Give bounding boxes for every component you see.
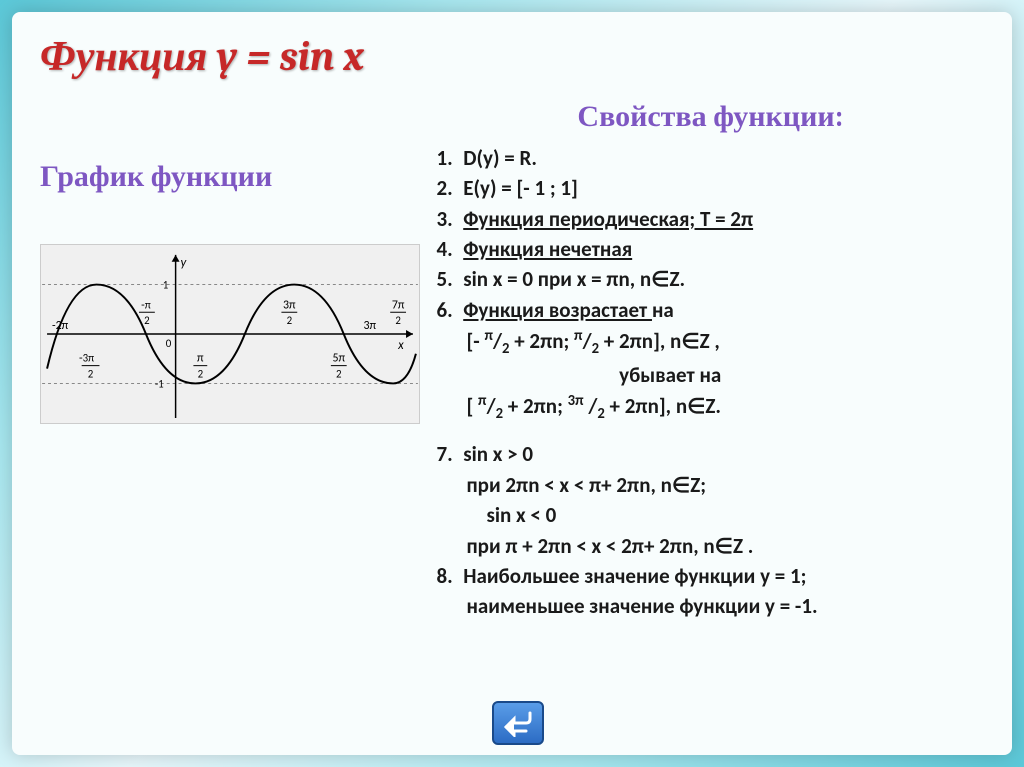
prop-8b: наименьшее значение функции y = -1. [436, 592, 984, 620]
spacer [436, 426, 984, 438]
prop-7c: при π + 2πn < x < 2π+ 2πn, n∈Z . [436, 532, 984, 560]
prop-6b: [ π/2 + 2πn; 3π /2 + 2πn], n∈Z. [436, 391, 984, 424]
svg-text:2: 2 [198, 368, 204, 381]
left-column: График функции y x 0 1 -1 -2π -3π 2 -π [40, 99, 436, 623]
prop-3: 3. Функция периодическая; Т = 2π [436, 205, 984, 233]
prop-6a: [- π/2 + 2πn; π/2 + 2πn], n∈Z , [436, 326, 984, 359]
prop-4: 4. Функция нечетная [436, 235, 984, 263]
prop-6: 6. Функция возрастает на [436, 296, 984, 324]
svg-text:π: π [197, 352, 204, 366]
svg-text:x: x [397, 338, 404, 353]
back-button[interactable] [492, 701, 544, 745]
svg-text:2: 2 [336, 368, 342, 381]
prop-7a: при 2πn < x < π+ 2πn, n∈Z; [436, 471, 984, 499]
prop-7b: sin x < 0 [436, 501, 984, 529]
svg-text:2: 2 [144, 314, 150, 327]
prop-5: 5. sin x = 0 при x = πn, n∈Z. [436, 265, 984, 293]
prop-8a: 8. Наибольшее значение функции y = 1; [436, 562, 984, 590]
svg-text:3π: 3π [283, 298, 296, 312]
prop-6-dec: убывает на [436, 361, 984, 389]
svg-text:-π: -π [141, 298, 151, 312]
svg-text:7π: 7π [392, 298, 405, 312]
prop-7: 7. sin x > 0 [436, 440, 984, 468]
svg-text:0: 0 [166, 337, 172, 350]
slide-container: Функция y = sin x График функции y x 0 1… [12, 12, 1012, 755]
prop-2: 2. E(y) = [- 1 ; 1] [436, 174, 984, 202]
return-arrow-icon [502, 709, 534, 737]
right-column: Свойства функции: 1. D(y) = R. 2. E(y) =… [436, 99, 984, 623]
svg-text:2: 2 [395, 314, 401, 327]
properties-heading: Свойства функции: [436, 99, 984, 134]
graph-heading: График функции [40, 159, 426, 194]
slide-title: Функция y = sin x [40, 32, 984, 81]
svg-text:5π: 5π [332, 352, 345, 366]
sine-chart: y x 0 1 -1 -2π -3π 2 -π 2 π 2 3π 2 5π [40, 244, 420, 424]
svg-text:-3π: -3π [79, 352, 94, 366]
properties-list: 1. D(y) = R. 2. E(y) = [- 1 ; 1] 3. Функ… [436, 144, 984, 621]
prop-1: 1. D(y) = R. [436, 144, 984, 172]
svg-text:1: 1 [163, 279, 169, 292]
content-area: График функции y x 0 1 -1 -2π -3π 2 -π [40, 99, 984, 623]
svg-text:-2π: -2π [52, 319, 69, 333]
svg-text:3π: 3π [364, 319, 377, 333]
svg-text:2: 2 [88, 368, 94, 381]
svg-text:2: 2 [287, 314, 293, 327]
svg-text:-1: -1 [155, 377, 164, 390]
